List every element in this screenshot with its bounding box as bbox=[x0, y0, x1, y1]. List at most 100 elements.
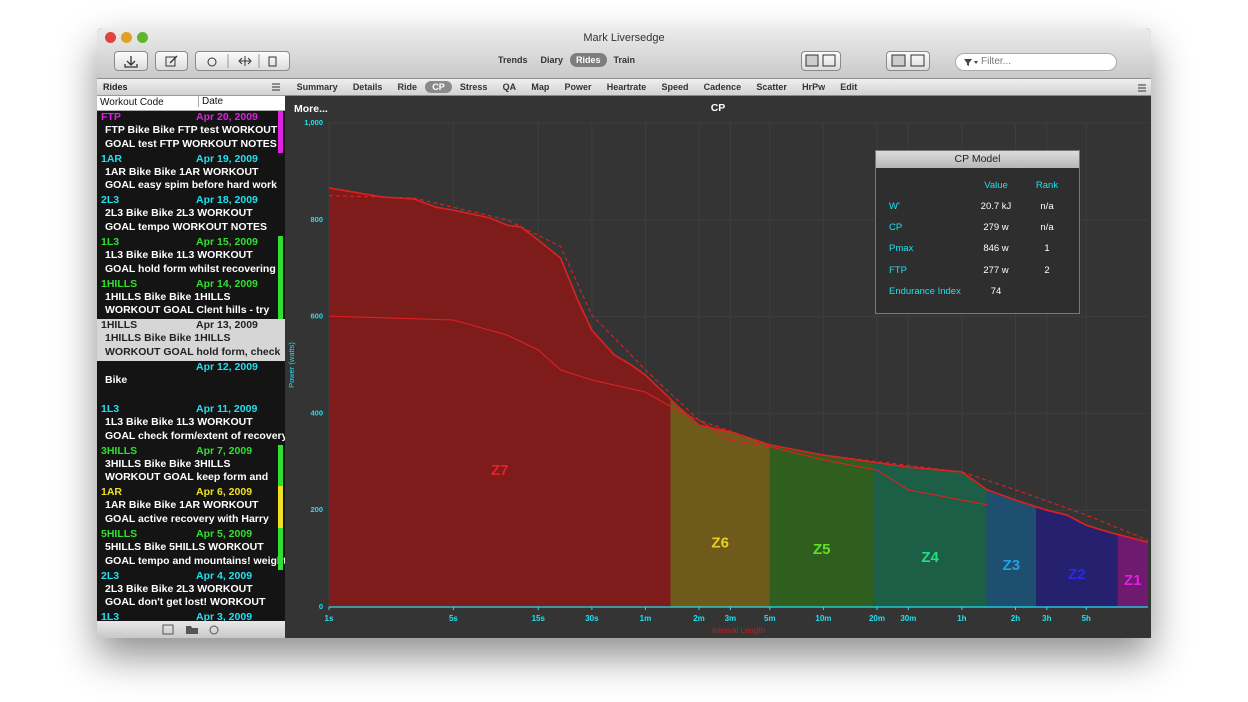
cp-header: Value bbox=[984, 180, 1008, 191]
chart-tab[interactable]: Map bbox=[531, 82, 550, 92]
column-label[interactable]: Workout Code bbox=[100, 97, 164, 108]
ride-row[interactable]: 2L3 Apr 4, 2009 2L3 Bike Bike 2L3 WORKOUT G… bbox=[97, 570, 285, 612]
x-tick-label: 20m bbox=[869, 614, 885, 623]
workout-code: 3HILLS bbox=[101, 444, 138, 457]
workout-code: FTP bbox=[101, 111, 121, 123]
more-link[interactable]: More... bbox=[294, 103, 328, 115]
x-tick-label: 1m bbox=[640, 614, 652, 623]
filter-field[interactable]: Filter... bbox=[955, 53, 1117, 71]
view-tab[interactable]: Rides bbox=[570, 53, 607, 67]
workout-code: 2L3 bbox=[101, 194, 120, 207]
ride-row[interactable]: 1HILLS Apr 14, 2009 1HILLS Bike Bike 1HILL… bbox=[97, 277, 285, 320]
zone-band bbox=[769, 187, 874, 607]
workout-code: 1HILLS bbox=[101, 319, 138, 332]
style-toggle[interactable] bbox=[886, 51, 930, 71]
cp-value: 277 w bbox=[983, 264, 1009, 276]
ride-row[interactable]: 3HILLS Apr 7, 2009 3HILLS Bike Bike 3HILLS… bbox=[97, 444, 285, 487]
ride-notes: 1AR Bike Bike 1AR WORKOUT bbox=[105, 499, 259, 512]
view-tab[interactable]: Diary bbox=[540, 55, 564, 65]
x-tick-label: 5h bbox=[1082, 614, 1091, 623]
view-switcher: Trends Diary Rides Train bbox=[492, 53, 642, 67]
x-tick-label: 30m bbox=[900, 614, 916, 623]
window-title: Mark Liversedge bbox=[583, 32, 665, 44]
cp-value: 20.7 kJ bbox=[980, 201, 1012, 212]
ride-row[interactable]: 5HILLS Apr 5, 2009 5HILLS Bike 5HILLS WORK… bbox=[97, 527, 285, 570]
title-bar: Mark Liversedge Trends Diary Rides Train Fi… bbox=[97, 28, 1151, 79]
zoom-button[interactable] bbox=[137, 32, 148, 43]
view-tab[interactable]: Trends bbox=[498, 55, 528, 65]
ride-notes: 2L3 Bike Bike 2L3 WORKOUT bbox=[105, 582, 253, 595]
x-tick-label: 2m bbox=[693, 614, 705, 623]
cp-value: 846 w bbox=[983, 243, 1009, 255]
workout-code: 1L3 bbox=[101, 236, 120, 249]
chart-tab[interactable]: CP bbox=[424, 81, 453, 93]
x-axis-label: Interval Length bbox=[712, 626, 765, 635]
chart-tab[interactable]: Stress bbox=[459, 82, 488, 92]
x-tick-label: 1h bbox=[957, 614, 966, 623]
ride-notes: GOAL tempo WORKOUT NOTES bbox=[105, 221, 267, 234]
ride-date: Apr 5, 2009 bbox=[196, 527, 253, 540]
sidebar: Rides Workout Code Date FTP Apr 20, 2009 F… bbox=[97, 79, 285, 638]
x-tick-label: 5m bbox=[764, 614, 776, 623]
chart-title: CP bbox=[711, 102, 726, 114]
y-tick-label: 200 bbox=[310, 505, 323, 514]
close-button[interactable] bbox=[105, 32, 116, 43]
chart-tab[interactable]: Scatter bbox=[756, 82, 787, 92]
ride-row[interactable]: 1L3 Apr 15, 2009 1L3 Bike Bike 1L3 WORKOUT… bbox=[97, 236, 285, 278]
chart-tab[interactable]: HrPw bbox=[802, 82, 826, 92]
chart-tab[interactable]: Cadence bbox=[703, 82, 742, 92]
cp-label: Endurance Index bbox=[889, 285, 961, 297]
ride-color-bar bbox=[278, 111, 283, 153]
ride-row[interactable]: 2L3 Apr 18, 2009 2L3 Bike Bike 2L3 WORKOUT… bbox=[97, 194, 285, 236]
ride-date: Apr 13, 2009 bbox=[196, 319, 258, 332]
tool-group[interactable] bbox=[195, 51, 290, 71]
workout-code: 5HILLS bbox=[101, 527, 138, 540]
x-tick-label: 2h bbox=[1011, 614, 1020, 623]
minimize-button[interactable] bbox=[121, 32, 132, 43]
chart-tab[interactable]: Edit bbox=[840, 82, 858, 92]
ride-row[interactable]: FTP Apr 20, 2009 FTP Bike Bike FTP test WO… bbox=[97, 111, 285, 153]
ride-date: Apr 12, 2009 bbox=[196, 361, 258, 374]
ride-row[interactable]: 1L3 Apr 11, 2009 1L3 Bike Bike 1L3 WORKOUT… bbox=[97, 403, 285, 445]
sidebar-header: Rides bbox=[97, 79, 285, 96]
workout-code: 1AR bbox=[101, 152, 123, 165]
column-label[interactable]: Date bbox=[198, 96, 223, 107]
ride-notes: WORKOUT GOAL Clent hills - try bbox=[105, 304, 270, 317]
x-tick-label: 30s bbox=[585, 614, 599, 623]
chart-tab[interactable]: Speed bbox=[661, 82, 689, 92]
zone-label: Z2 bbox=[1068, 566, 1086, 583]
chart-tab[interactable]: QA bbox=[502, 82, 517, 92]
ride-notes: GOAL active recovery with Harry bbox=[105, 512, 269, 525]
x-tick-label: 3m bbox=[725, 614, 737, 623]
chart-tab[interactable]: Heartrate bbox=[606, 82, 647, 92]
ride-date: Apr 20, 2009 bbox=[196, 111, 258, 123]
zone-label: Z4 bbox=[921, 549, 939, 566]
cp-model-panel: CP Model Value Rank W' 20.7 kJ n/a CP 279 w n/a… bbox=[875, 150, 1080, 314]
view-tab[interactable]: Train bbox=[613, 55, 636, 65]
ride-notes: FTP Bike Bike FTP test WORKOUT bbox=[105, 124, 278, 136]
ride-row[interactable]: 1HILLS Apr 13, 2009 1HILLS Bike Bike 1HILL… bbox=[97, 319, 285, 362]
ride-notes: GOAL tempo and mountains! weight bbox=[105, 554, 285, 567]
ride-date: Apr 6, 2009 bbox=[196, 486, 253, 499]
edit-button[interactable] bbox=[155, 51, 188, 71]
layout-toggle[interactable] bbox=[801, 51, 841, 71]
chart-tab[interactable]: Details bbox=[352, 82, 383, 92]
y-tick-label: 400 bbox=[310, 408, 323, 417]
ride-row[interactable]: 1AR Apr 6, 2009 1AR Bike Bike 1AR WORKOUT G… bbox=[97, 486, 285, 528]
ride-row[interactable]: 1L3 Apr 3, 2009 bbox=[97, 611, 285, 621]
x-tick-label: 3h bbox=[1042, 614, 1051, 623]
ride-notes: GOAL test FTP WORKOUT NOTES bbox=[105, 137, 277, 150]
zone-label: Z6 bbox=[711, 534, 729, 551]
ride-color-bar bbox=[278, 444, 283, 487]
chart-tab[interactable]: Summary bbox=[296, 82, 338, 92]
download-button[interactable] bbox=[114, 51, 148, 71]
cp-label: W' bbox=[889, 201, 900, 212]
ride-notes: 1L3 Bike Bike 1L3 WORKOUT bbox=[105, 415, 253, 428]
chart-tab[interactable]: Power bbox=[564, 82, 592, 92]
workout-code: 1HILLS bbox=[101, 277, 138, 290]
ride-row[interactable]: Apr 12, 2009 Bike bbox=[97, 361, 285, 403]
ride-notes: 1HILLS Bike Bike 1HILLS bbox=[105, 332, 231, 345]
column-header: Workout Code Date bbox=[97, 96, 285, 111]
ride-row[interactable]: 1AR Apr 19, 2009 1AR Bike Bike 1AR WORKOUT… bbox=[97, 153, 285, 195]
chart-tab[interactable]: Ride bbox=[397, 82, 418, 92]
